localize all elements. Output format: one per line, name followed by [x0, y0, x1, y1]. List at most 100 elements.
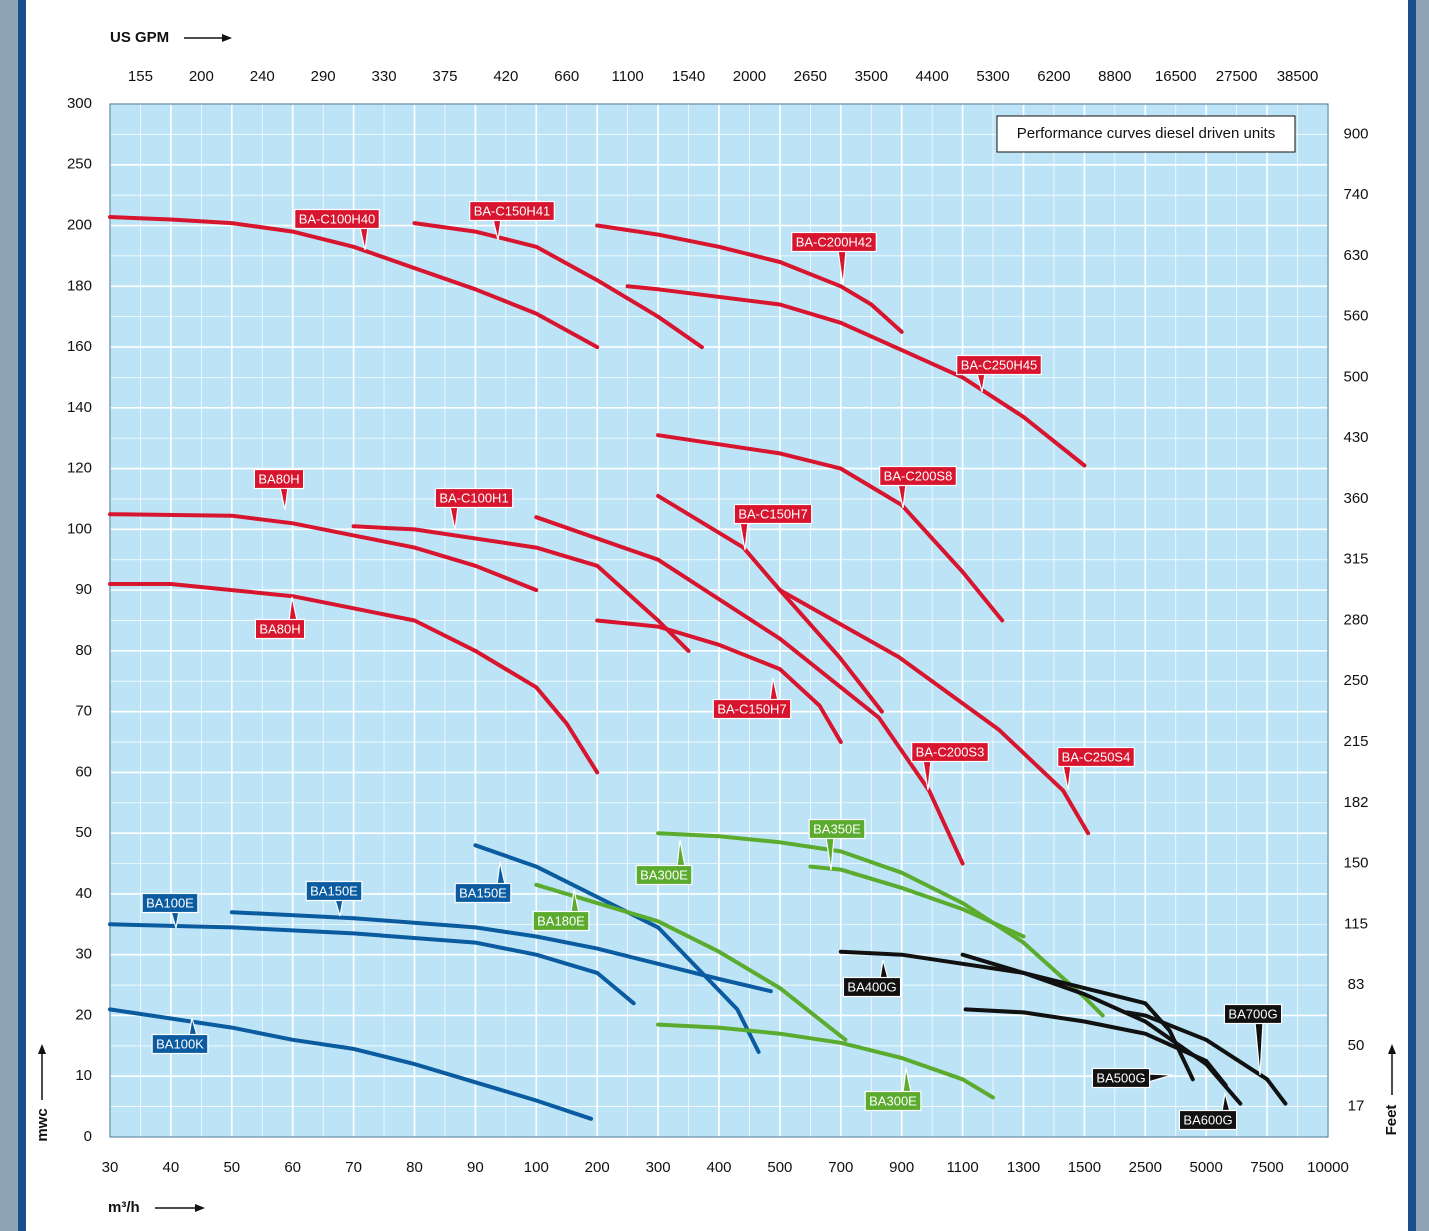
label-box: [733, 503, 813, 525]
right-tick-label: 182: [1343, 794, 1368, 811]
curve-label-text: BA300E: [640, 867, 688, 882]
curve-label: BA300E: [635, 839, 693, 886]
label-box: [454, 882, 512, 904]
right-tick-label: 250: [1343, 672, 1368, 689]
label-box: [879, 465, 957, 487]
top-tick-label: 4400: [915, 68, 948, 85]
x-tick-label: 80: [406, 1159, 423, 1176]
label-box: [305, 880, 363, 902]
right-tick-label: 280: [1343, 611, 1368, 628]
x-tick-label: 200: [585, 1159, 610, 1176]
top-tick-label: 375: [432, 68, 457, 85]
right-axis-label: Feet: [1383, 1105, 1400, 1136]
label-box: [1057, 746, 1135, 768]
top-tick-label: 2650: [794, 68, 827, 85]
top-tick-label: 3500: [855, 68, 888, 85]
x-tick-label: 1300: [1007, 1159, 1040, 1176]
label-box: [911, 741, 989, 763]
curve-label-text: BA500G: [1096, 1070, 1145, 1085]
arrow-head: [1388, 1044, 1396, 1054]
right-tick-label: 360: [1343, 490, 1368, 507]
y-tick-label: 100: [67, 520, 92, 537]
top-tick-label: 420: [493, 68, 518, 85]
x-tick-label: 100: [524, 1159, 549, 1176]
curve-label-text: BA-C250S4: [1062, 749, 1131, 764]
curve-label-text: BA-C200S8: [884, 468, 953, 483]
curve-label-text: BA700G: [1228, 1006, 1277, 1021]
curve-label-text: BA350E: [813, 821, 861, 836]
curve-label: BA-C200S3: [911, 741, 989, 791]
label-box: [808, 818, 866, 840]
right-tick-label: 215: [1343, 733, 1368, 750]
x-tick-label: 60: [284, 1159, 301, 1176]
curve-label: BA600G: [1178, 1092, 1238, 1131]
curve-label: BA-C150H7: [712, 677, 792, 720]
curve-label-text: BA150E: [459, 885, 507, 900]
top-tick-label: 240: [250, 68, 275, 85]
label-box: [842, 976, 902, 998]
top-tick-label: 290: [311, 68, 336, 85]
curve-label: BA-C150H41: [469, 200, 555, 241]
curve: [656, 831, 1105, 1018]
top-axis-label: US GPM: [110, 29, 169, 46]
curve-label: BA700G: [1223, 1003, 1283, 1076]
curve-label-text: BA-C100H40: [299, 211, 376, 226]
right-tick-label: 115: [1344, 915, 1368, 932]
curve-label: BA300E: [864, 1067, 922, 1112]
x-tick-label: 50: [223, 1159, 240, 1176]
y-tick-label: 20: [75, 1006, 92, 1023]
right-tick-label: 315: [1343, 551, 1368, 568]
curve: [351, 524, 691, 653]
right-tick-label: 630: [1343, 247, 1368, 264]
curve: [412, 221, 704, 350]
curve: [963, 1007, 1228, 1088]
curve: [595, 618, 843, 744]
curve-label-text: BA300E: [869, 1093, 917, 1108]
chart-title: Performance curves diesel driven units: [1017, 125, 1275, 142]
curve-label: BA180E: [532, 889, 590, 932]
curve: [625, 284, 1087, 468]
curve: [838, 949, 1195, 1082]
right-tick-label: 430: [1343, 429, 1368, 446]
y-tick-label: 70: [75, 703, 92, 720]
y-tick-label: 140: [67, 399, 92, 416]
curve-label-text: BA-C200S3: [916, 744, 985, 759]
top-tick-label: 16500: [1155, 68, 1197, 85]
x-tick-label: 40: [163, 1159, 180, 1176]
curve-label-text: BA100K: [156, 1036, 204, 1051]
arrow-head: [195, 1204, 205, 1212]
label-box: [712, 698, 792, 720]
curve-label: BA-C200H42: [791, 231, 877, 286]
label-box: [1178, 1109, 1238, 1131]
arrow-head: [222, 34, 232, 42]
curve-label: BA-C250S4: [1057, 746, 1135, 791]
curve-label-text: BA-C150H7: [738, 506, 807, 521]
y-tick-label: 250: [67, 156, 92, 173]
curve: [1125, 1010, 1288, 1106]
curve: [656, 433, 1005, 623]
curve-label: BA80H: [254, 596, 306, 640]
x-tick-label: 700: [828, 1159, 853, 1176]
x-tick-label: 300: [646, 1159, 671, 1176]
y-tick-label: 180: [67, 277, 92, 294]
x-tick-label: 2500: [1129, 1159, 1162, 1176]
label-box: [141, 892, 199, 914]
curve: [108, 922, 636, 1006]
curve: [595, 223, 904, 334]
x-tick-label: 30: [102, 1159, 119, 1176]
curve-label-text: BA-C150H7: [717, 701, 786, 716]
curve: [777, 588, 1091, 836]
y-tick-label: 90: [75, 581, 92, 598]
curve-label: BA100K: [151, 1017, 209, 1055]
y-axis-label: mwc: [34, 1108, 51, 1141]
x-tick-label: 10000: [1307, 1159, 1349, 1176]
arrow-head: [38, 1044, 46, 1054]
x-tick-label: 900: [889, 1159, 914, 1176]
right-tick-label: 560: [1343, 308, 1368, 325]
x-tick-label: 1100: [946, 1159, 978, 1176]
y-tick-label: 60: [75, 763, 92, 780]
x-axis-label: m³/h: [108, 1199, 140, 1216]
y-tick-label: 80: [75, 642, 92, 659]
label-box: [635, 864, 693, 886]
x-tick-label: 90: [467, 1159, 484, 1176]
